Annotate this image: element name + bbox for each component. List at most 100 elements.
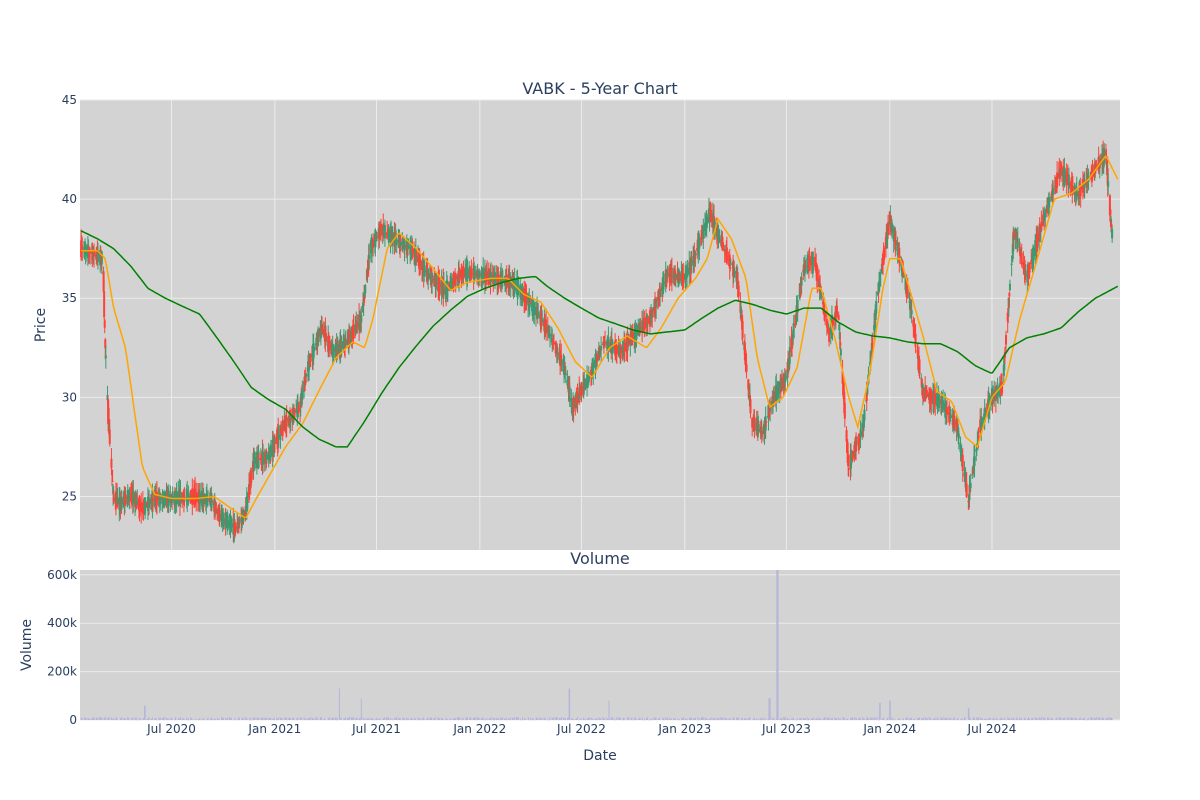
volume-bar-582 <box>537 718 539 720</box>
volume-bar-118 <box>173 719 175 720</box>
candle-body-437 <box>423 260 426 277</box>
volume-bar-903 <box>790 719 792 720</box>
sma-50-line <box>81 155 1119 519</box>
volume-bar-201 <box>238 717 240 720</box>
candle-body-836 <box>737 280 740 289</box>
volume-bar-834 <box>736 718 738 720</box>
candle-body-1201 <box>1024 264 1027 281</box>
volume-bar-320 <box>332 718 334 720</box>
volume-bar-537 <box>502 717 504 720</box>
candle-body-1000 <box>866 389 869 391</box>
candle-body-844 <box>743 342 746 361</box>
candle-body-1242 <box>1056 172 1059 188</box>
volume-bar-435 <box>422 717 424 720</box>
volume-bar-422 <box>411 718 413 720</box>
volume-bar-745 <box>666 719 668 720</box>
volume-bar-749 <box>669 718 671 720</box>
volume-bar-729 <box>653 718 655 720</box>
volume-bar-548 <box>511 717 513 720</box>
candle-body-1217 <box>1036 232 1039 248</box>
volume-bar-1271 <box>1079 717 1081 720</box>
volume-bar-862 <box>757 718 759 720</box>
volume-bar-803 <box>712 718 714 720</box>
candle-body-601 <box>552 340 555 345</box>
candle-body-452 <box>435 273 438 290</box>
volume-bar-1041 <box>898 717 900 720</box>
volume-bar-768 <box>684 718 686 720</box>
volume-bar-84 <box>146 719 148 720</box>
volume-bar-922 <box>805 718 807 720</box>
volume-bar-1022 <box>883 718 885 720</box>
volume-bar-1276 <box>1083 718 1085 720</box>
volume-bar-348 <box>354 718 356 720</box>
candle-body-777 <box>690 260 693 266</box>
x-tick-4: Jul 2022 <box>556 722 606 736</box>
volume-bar-735 <box>658 718 660 720</box>
volume-bar-430 <box>418 718 420 720</box>
volume-bar-654 <box>595 718 597 720</box>
volume-bar-523 <box>492 718 494 720</box>
volume-bar-1228 <box>1046 719 1048 720</box>
volume-bar-525 <box>493 717 495 720</box>
volume-bar-503 <box>476 717 478 720</box>
volume-bar-1141 <box>977 717 979 720</box>
volume-bar-967 <box>840 717 842 720</box>
candle-body-29 <box>103 291 106 318</box>
volume-bar-741 <box>662 718 664 720</box>
candle-body-1277 <box>1083 182 1086 188</box>
volume-bar-1243 <box>1058 719 1060 720</box>
candle-body-790 <box>701 233 704 237</box>
volume-bar-1223 <box>1042 717 1044 720</box>
candle-body-182 <box>222 512 225 529</box>
candle-body-363 <box>365 269 368 281</box>
volume-bar-19 <box>95 717 97 720</box>
volume-bar-1107 <box>950 717 952 720</box>
volume-bar-399 <box>394 717 396 720</box>
volume-bar-60 <box>127 717 129 720</box>
volume-bar-1217 <box>1036 718 1038 720</box>
volume-bar-1173 <box>1003 719 1005 720</box>
volume-bar-499 <box>473 718 475 720</box>
volume-bar-1063 <box>916 717 918 720</box>
candle-body-392 <box>387 226 390 243</box>
volume-bar-1095 <box>941 719 943 720</box>
candle-body-1142 <box>977 435 980 438</box>
volume-bar-1057 <box>911 718 913 720</box>
volume-bar-930 <box>811 718 813 720</box>
volume-bar-1125 <box>965 719 967 720</box>
candle-body-447 <box>431 273 434 284</box>
volume-bar-35 <box>108 719 110 720</box>
candle-body-1057 <box>910 309 913 315</box>
volume-bar-891 <box>780 717 782 720</box>
volume-bar-840 <box>741 718 743 720</box>
volume-bar-1196 <box>1020 718 1022 720</box>
volume-bar-318 <box>331 718 333 720</box>
volume-bar-367 <box>368 718 370 720</box>
volume-bar-362 <box>364 718 366 720</box>
candle-body-1151 <box>984 410 987 415</box>
volume-bar-562 <box>522 717 524 720</box>
candle-body-986 <box>855 441 858 452</box>
volume-bar-44 <box>115 718 117 720</box>
volume-bar-512 <box>482 717 484 720</box>
volume-bar-80 <box>143 717 145 720</box>
volume-bar-959 <box>834 718 836 720</box>
volume-bar-335 <box>343 718 345 720</box>
volume-bar-294 <box>311 718 313 720</box>
volume-bar-892 <box>781 717 783 720</box>
volume-bar-283 <box>303 717 305 720</box>
volume-bar-1295 <box>1098 717 1100 720</box>
candle-body-832 <box>733 271 736 274</box>
candle-body-1190 <box>1015 235 1018 242</box>
candle-body-762 <box>678 273 681 281</box>
volume-bar-1049 <box>905 717 907 720</box>
volume-bar-946 <box>824 717 826 720</box>
volume-bar-608 <box>559 717 561 720</box>
volume-bar-1290 <box>1094 718 1096 720</box>
volume-bar-1112 <box>954 719 956 720</box>
candle-body-900 <box>787 360 790 365</box>
volume-bar-495 <box>469 719 471 720</box>
candle-body-1127 <box>965 483 968 497</box>
volume-bar-302 <box>317 718 319 720</box>
volume-bar-102 <box>160 718 162 720</box>
